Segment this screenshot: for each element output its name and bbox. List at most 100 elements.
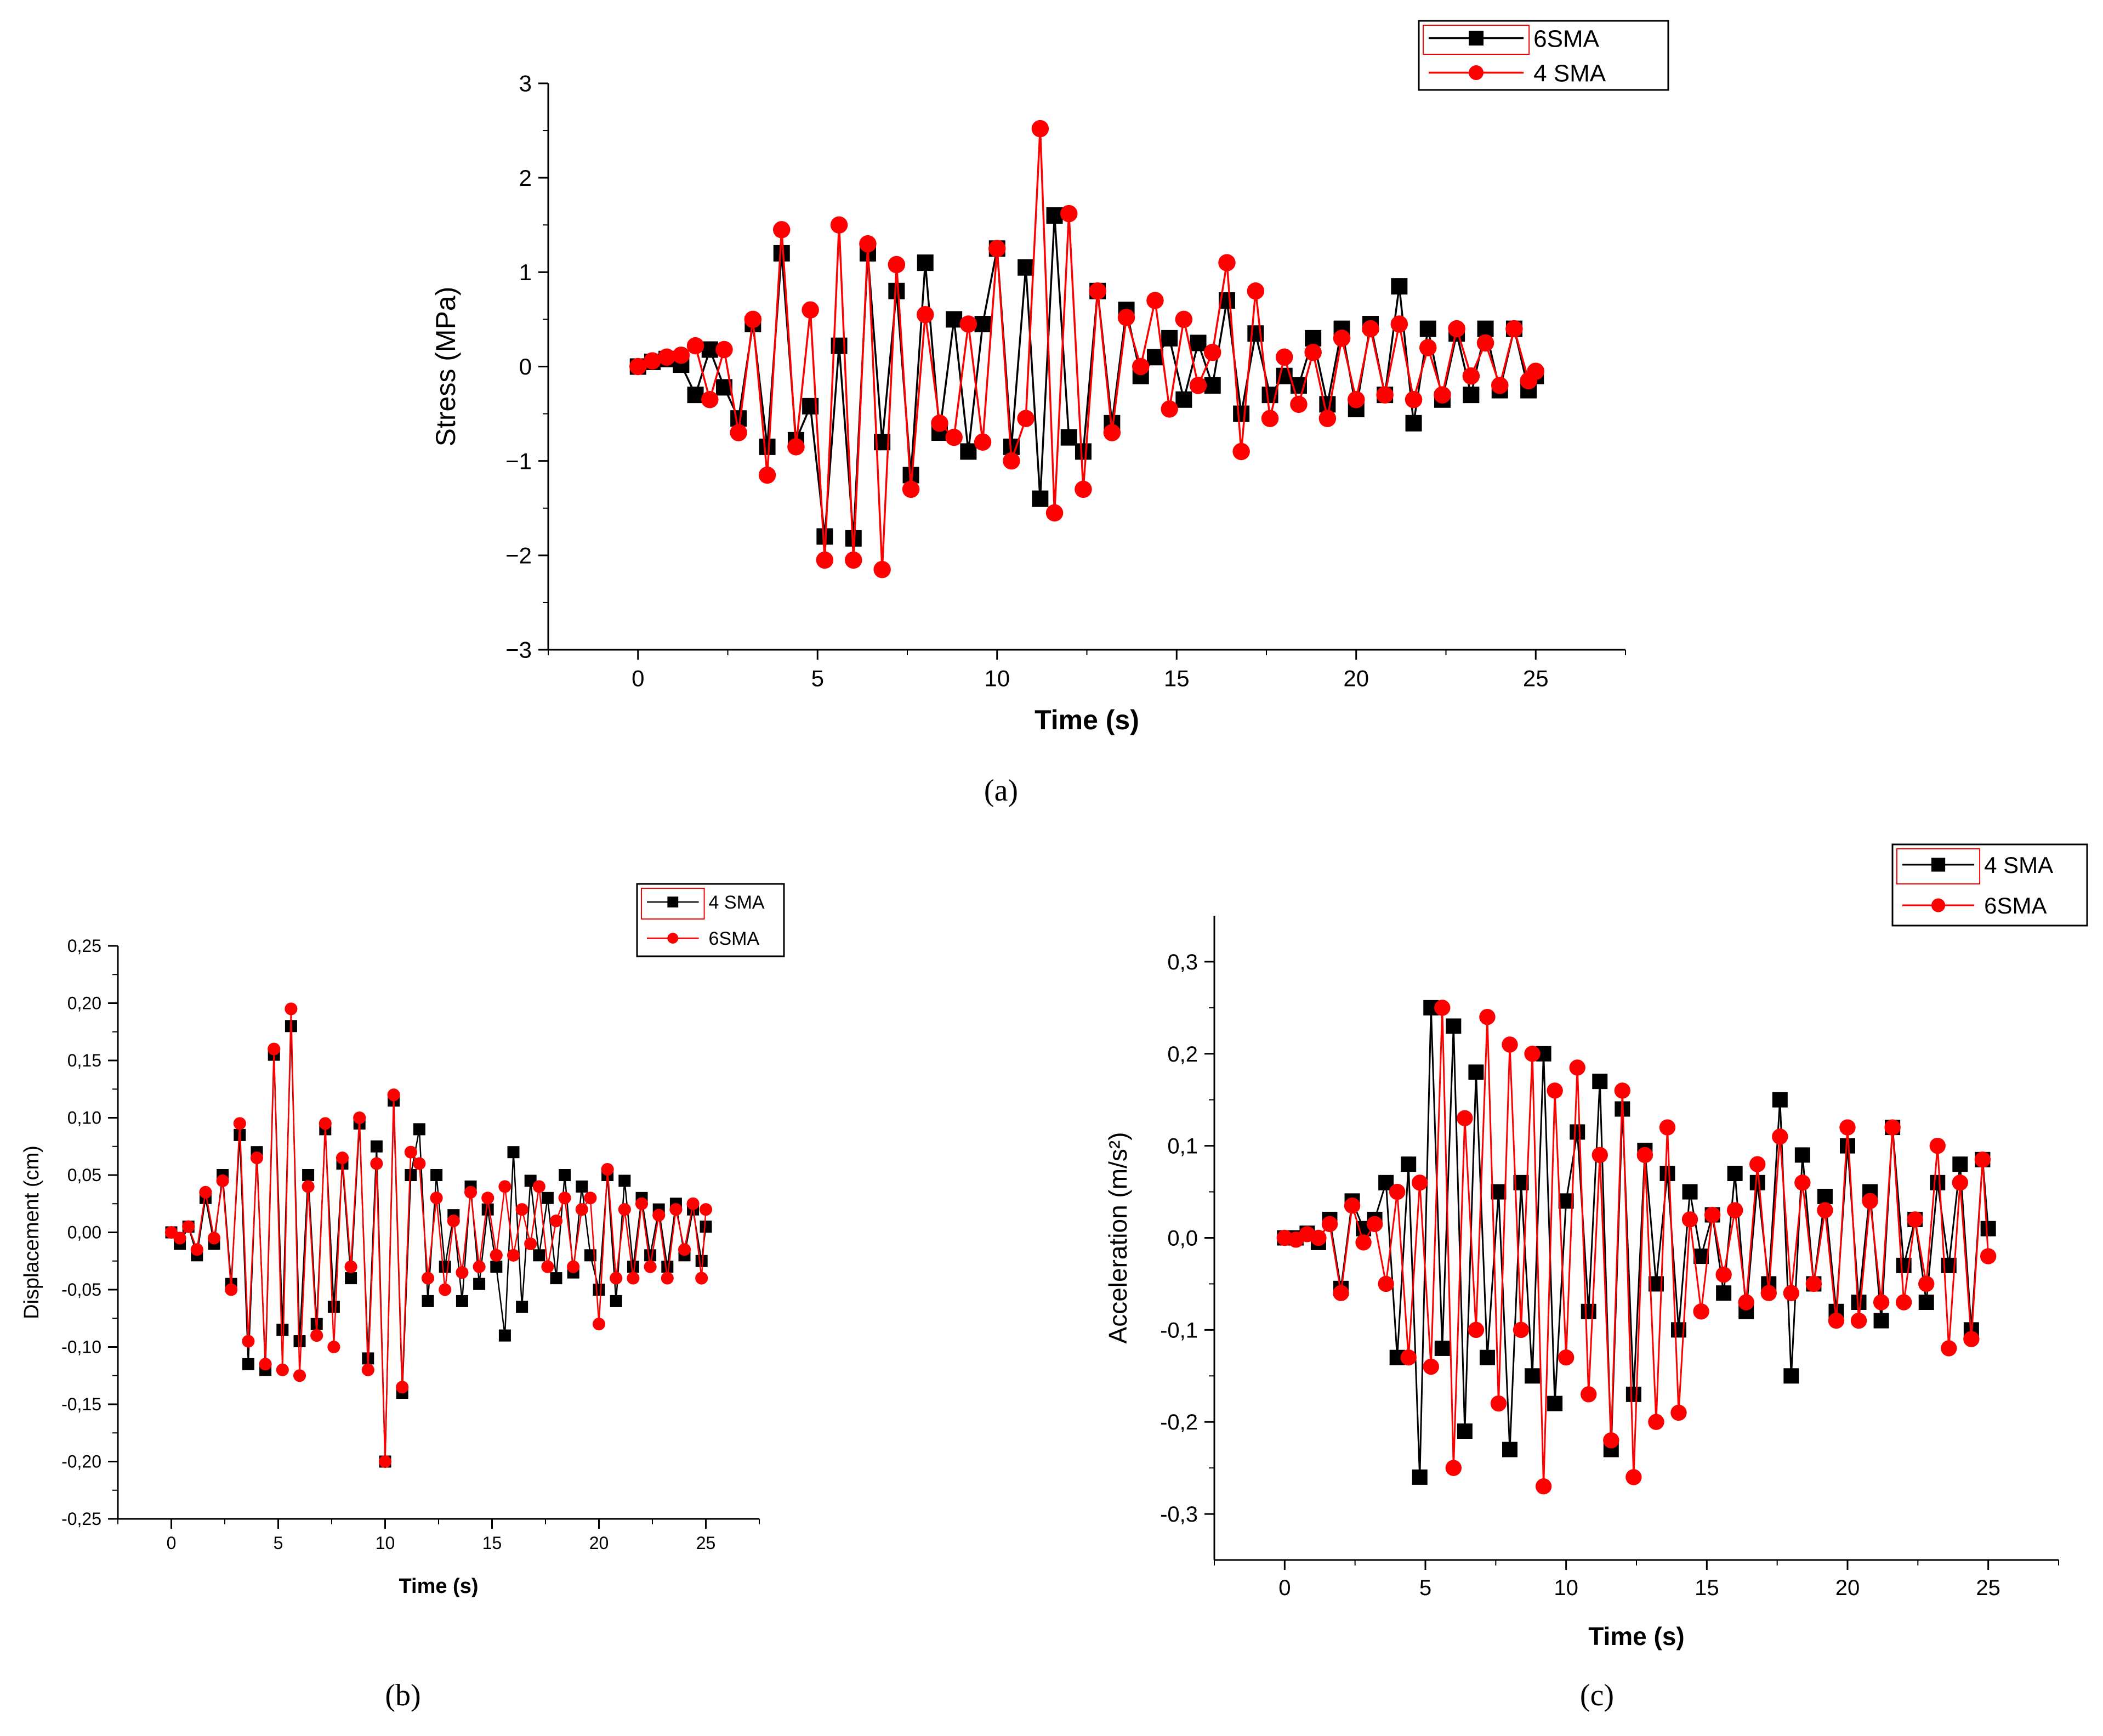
data-point-circle xyxy=(1929,1137,1946,1154)
y-axis-label: Displacement (cm) xyxy=(20,1145,43,1319)
data-point-circle xyxy=(1491,377,1509,394)
data-point-square xyxy=(1468,1064,1484,1080)
data-point-square xyxy=(1794,1147,1810,1163)
x-axis-label: Time (s) xyxy=(1035,705,1139,735)
data-point-circle xyxy=(610,1272,623,1285)
data-point-square xyxy=(888,282,905,299)
data-point-square xyxy=(661,1261,674,1273)
data-point-square xyxy=(700,1221,712,1233)
data-point-circle xyxy=(293,1369,306,1382)
series-line-4sma xyxy=(638,127,1537,571)
data-point-circle xyxy=(490,1249,503,1262)
legend-entry-label: 4 SMA xyxy=(709,892,765,913)
data-point-square xyxy=(1479,1349,1495,1365)
data-point-square xyxy=(1772,1092,1788,1108)
data-point-square xyxy=(1161,330,1178,347)
data-point-circle xyxy=(1636,1147,1653,1164)
data-point-square xyxy=(1952,1156,1968,1172)
data-point-circle xyxy=(1839,1119,1856,1136)
data-point-circle xyxy=(1513,1321,1530,1338)
data-point-square xyxy=(1305,330,1322,347)
data-point-circle xyxy=(498,1180,511,1193)
data-point-circle xyxy=(1581,1386,1597,1403)
data-point-circle xyxy=(1419,339,1437,356)
data-point-circle xyxy=(1659,1119,1676,1136)
data-point-circle xyxy=(917,306,934,324)
y-tick-label: 0,20 xyxy=(67,994,101,1013)
legend-swatch-frame xyxy=(1896,848,1981,884)
x-tick-label: 5 xyxy=(811,665,824,691)
data-point-circle xyxy=(1304,343,1322,361)
data-point-circle xyxy=(524,1237,537,1250)
data-point-circle xyxy=(931,415,948,432)
y-tick-label: −1 xyxy=(505,448,532,474)
y-tick-label: -0,15 xyxy=(61,1394,101,1414)
data-point-square xyxy=(413,1123,425,1136)
data-point-circle xyxy=(1400,1349,1417,1366)
data-point-square xyxy=(1401,1156,1417,1172)
data-point-square xyxy=(618,1175,631,1187)
panel-caption: (b) xyxy=(385,1678,420,1712)
data-point-circle xyxy=(859,235,877,253)
legend-marker-circle xyxy=(667,933,679,944)
data-point-circle xyxy=(233,1117,246,1130)
data-point-circle xyxy=(421,1272,435,1285)
data-point-circle xyxy=(1247,282,1265,300)
data-point-circle xyxy=(1895,1294,1912,1310)
data-point-square xyxy=(1918,1295,1934,1310)
x-tick-label: 25 xyxy=(1976,1576,2000,1600)
data-point-circle xyxy=(507,1249,520,1262)
data-point-circle xyxy=(173,1232,186,1245)
data-point-square xyxy=(1412,1469,1428,1485)
data-point-circle xyxy=(285,1002,298,1015)
data-point-square xyxy=(946,311,963,328)
data-point-circle xyxy=(758,466,776,484)
y-tick-label: 0,15 xyxy=(67,1051,101,1070)
data-point-circle xyxy=(1783,1285,1800,1301)
legend-entry-label: 6SMA xyxy=(709,928,760,949)
data-point-circle xyxy=(1261,410,1279,427)
data-point-square xyxy=(1046,207,1063,224)
data-point-square xyxy=(1457,1423,1473,1439)
data-point-circle xyxy=(1232,442,1250,461)
data-point-square xyxy=(559,1169,571,1181)
data-point-circle xyxy=(1952,1175,1969,1191)
x-tick-label: 10 xyxy=(1554,1576,1578,1600)
data-point-square xyxy=(610,1295,622,1307)
panel-caption: (c) xyxy=(1580,1678,1614,1712)
legend-swatch-frame xyxy=(1423,25,1530,55)
y-tick-label: 3 xyxy=(519,71,532,97)
legend-marker-square xyxy=(667,897,679,907)
data-point-circle xyxy=(1941,1340,1957,1357)
data-point-circle xyxy=(1448,320,1465,338)
chart-a-stress: −3 −2 −1 0 1 2 3 0 5 10 15 20 25 Time (s) Stress (MPa)… xyxy=(430,20,1669,808)
data-point-circle xyxy=(1907,1211,1923,1228)
data-point-circle xyxy=(1390,315,1408,333)
x-tick-label: 15 xyxy=(482,1533,502,1553)
legend-swatch-frame xyxy=(641,888,705,920)
data-point-square xyxy=(1419,320,1436,337)
data-point-circle xyxy=(715,341,733,359)
data-point-square xyxy=(430,1169,443,1181)
data-point-square xyxy=(550,1272,562,1285)
data-point-circle xyxy=(1505,320,1523,338)
data-point-square xyxy=(1319,396,1336,413)
data-point-square xyxy=(1716,1285,1732,1301)
data-point-circle xyxy=(515,1203,528,1216)
data-point-circle xyxy=(601,1163,614,1176)
data-point-square xyxy=(302,1169,315,1181)
data-point-circle xyxy=(1017,410,1035,427)
data-point-circle xyxy=(1963,1331,1980,1347)
y-tick-label: -0,3 xyxy=(1160,1502,1198,1527)
data-point-circle xyxy=(1603,1432,1619,1449)
data-point-circle xyxy=(1310,1229,1327,1246)
data-point-circle xyxy=(353,1111,366,1125)
data-point-circle xyxy=(1103,424,1121,441)
y-tick-label: 0,1 xyxy=(1167,1134,1198,1159)
data-point-circle xyxy=(699,1203,713,1216)
data-point-square xyxy=(730,410,747,427)
data-point-circle xyxy=(1527,362,1544,380)
data-point-square xyxy=(1032,490,1049,507)
data-point-circle xyxy=(1348,391,1365,409)
data-point-square xyxy=(370,1140,383,1153)
